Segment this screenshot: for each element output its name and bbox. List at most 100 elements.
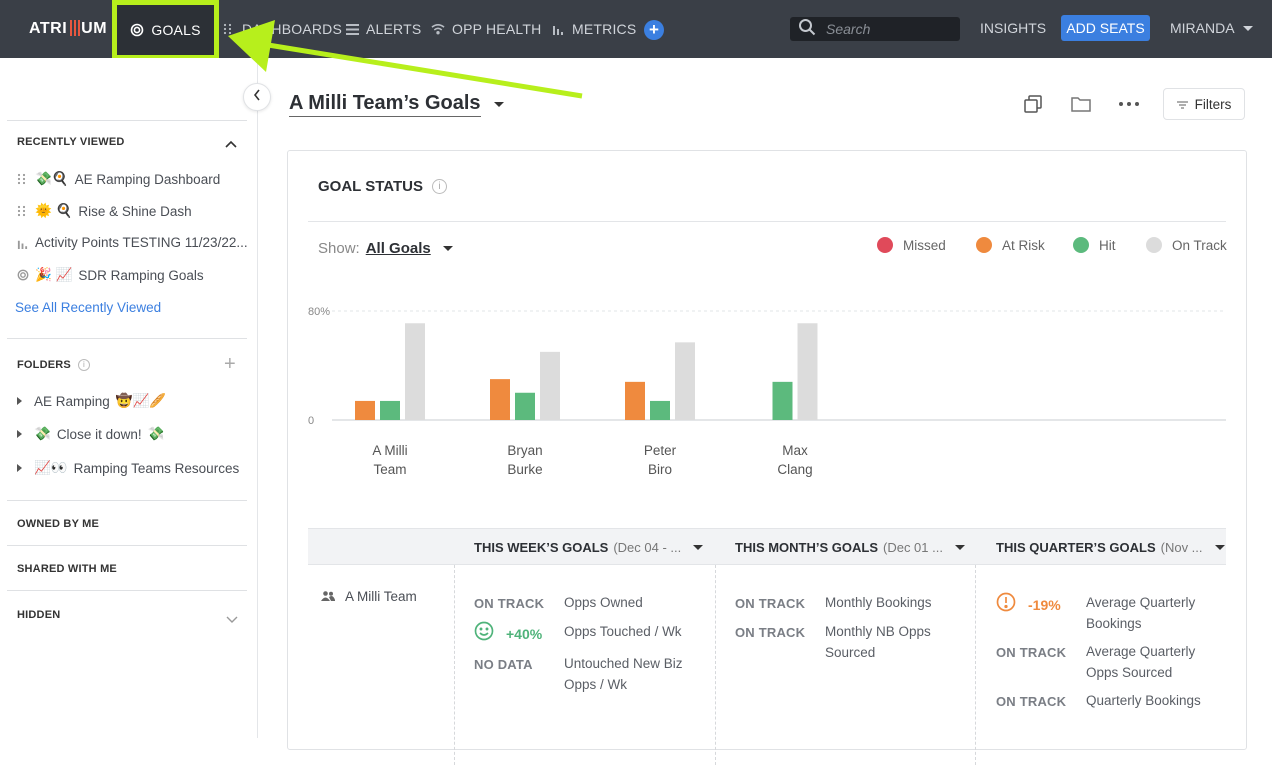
nav-dashboards[interactable]: DASHBOARDS [221,0,342,58]
x-tick-label: Peter [644,443,677,458]
nav-goals[interactable]: GOALS [112,0,219,60]
folder-item[interactable]: 💸 Close it down! 💸 [17,426,164,442]
hidden-section[interactable]: HIDDEN [7,590,247,635]
nav-opp-health[interactable]: OPP HEALTH [431,0,541,58]
legend-label: At Risk [1002,237,1045,253]
recent-item[interactable]: 🌞 🍳 Rise & Shine Dash [17,203,192,219]
see-all-recent-link[interactable]: See All Recently Viewed [15,300,162,315]
bar-at-risk [625,381,645,420]
nav-alerts[interactable]: ALERTS [345,0,421,58]
search-box[interactable] [790,17,960,41]
legend-swatch [976,237,992,253]
owned-section[interactable]: OWNED BY ME [7,500,247,545]
more-icon[interactable] [1119,94,1139,114]
shared-section[interactable]: SHARED WITH ME [7,545,247,590]
copy-icon[interactable] [1023,94,1043,114]
quarter-goals-header[interactable]: THIS QUARTER’S GOALS (Nov ... [996,540,1225,555]
chevron-down-icon [954,545,965,550]
info-icon[interactable]: i [432,179,447,194]
add-folder-icon[interactable]: + [224,353,236,375]
search-input[interactable] [826,21,946,37]
goal-name[interactable]: Average Quarterly Opps Sourced [1086,644,1196,680]
bar-chart-icon [551,22,565,36]
add-seats-button[interactable]: ADD SEATS [1061,15,1150,41]
chevron-down-icon [1214,545,1225,550]
folder-emoji: 💸 [34,426,51,441]
nav-goals-label: GOALS [151,22,201,38]
info-icon[interactable]: i [77,359,90,371]
header-range: (Dec 04 - ... [613,540,682,555]
team-icon [321,589,335,604]
legend-label: Missed [903,237,946,253]
chevron-left-icon [253,88,261,106]
folder-item[interactable]: 📈👀 Ramping Teams Resources [17,460,239,476]
owned-by-me-title: OWNED BY ME [17,518,100,530]
atrium-logo[interactable]: ATRI UM [29,20,108,37]
goal-name[interactable]: Opps Owned [564,595,643,610]
chevron-down-icon[interactable] [494,102,504,107]
goal-status-header: GOAL STATUS i [318,178,447,195]
x-tick-label: Team [373,462,406,477]
goal-name[interactable]: Monthly Bookings [825,595,932,610]
chevron-up-icon[interactable] [225,135,237,153]
filters-button[interactable]: Filters [1163,88,1245,120]
goal-name[interactable]: Quarterly Bookings [1086,693,1201,708]
goal-status-positive: +40% [474,621,542,646]
goal-name[interactable]: Average Quarterly Bookings [1086,595,1196,631]
week-goals-header[interactable]: THIS WEEK’S GOALS (Dec 04 - ... [474,540,704,555]
nav-metrics-label: METRICS [572,21,637,37]
insights-link[interactable]: INSIGHTS [980,20,1047,36]
recent-item[interactable]: Activity Points TESTING 11/23/22... [17,235,248,250]
legend-hit: Hit [1073,237,1116,253]
bar-at-risk [355,400,375,420]
folder-label: Ramping Teams Resources [73,460,240,476]
goal-percent: -19% [1028,596,1061,613]
grid-icon [17,173,29,185]
show-value[interactable]: All Goals [365,240,431,257]
legend-missed: Missed [877,237,946,253]
folder-item[interactable]: AE Ramping 🤠📈🥖 [17,393,166,409]
bar-hit [380,400,400,420]
recent-item-label: Rise & Shine Dash [78,203,192,219]
nav-alerts-label: ALERTS [366,21,422,37]
goal-status: ON TRACK [474,596,545,611]
recent-item[interactable]: 💸🍳 AE Ramping Dashboard [17,171,220,187]
list-icon [345,22,359,36]
goal-name[interactable]: Monthly NB Opps Sourced [825,624,931,660]
goal-name[interactable]: Opps Touched / Wk [564,624,682,639]
chevron-down-icon [1242,25,1253,31]
collapse-sidebar-button[interactable] [243,83,271,111]
chevron-down-icon[interactable] [226,611,238,629]
goal-status: ON TRACK [996,645,1067,660]
show-filter[interactable]: Show: All Goals [318,240,453,257]
goal-status-card: GOAL STATUS i Show: All Goals Missed At … [287,150,1247,765]
recently-viewed-title: RECENTLY VIEWED [17,136,125,148]
month-goals-header[interactable]: THIS MONTH’S GOALS (Dec 01 ... [735,540,965,555]
bar-on-track [797,323,818,420]
folder-label: AE Ramping [34,393,110,409]
header-title: THIS WEEK’S GOALS [474,540,609,555]
chevron-down-icon [442,246,453,251]
search-icon [798,18,816,41]
recent-item-label: AE Ramping Dashboard [74,171,221,187]
goal-percent: +40% [506,625,543,642]
bar-hit [515,392,535,420]
team-row-name[interactable]: A Milli Team [321,589,417,604]
x-tick-label: Burke [507,462,542,477]
nav-metrics[interactable]: METRICS [551,0,636,58]
goal-name[interactable]: Untouched New Biz Opps / Wk [564,656,683,692]
folder-icon[interactable] [1071,94,1091,114]
add-nav-button[interactable]: + [644,20,664,40]
recent-item-label: Activity Points TESTING 11/23/22... [35,235,248,250]
goal-status: ON TRACK [735,625,806,640]
goal-status-negative: -19% [996,592,1061,617]
recent-item[interactable]: 🎉 📈 SDR Ramping Goals [17,267,204,283]
folders-header: FOLDERS i [17,359,90,371]
user-menu[interactable]: MIRANDA [1170,20,1253,36]
expand-icon [17,430,22,438]
legend-swatch [877,237,893,253]
page-title[interactable]: A Milli Team’s Goals [289,92,481,117]
expand-icon [17,464,22,472]
chevron-down-icon [693,545,704,550]
sidebar: RECENTLY VIEWED 💸🍳 AE Ramping Dashboard … [0,58,258,738]
